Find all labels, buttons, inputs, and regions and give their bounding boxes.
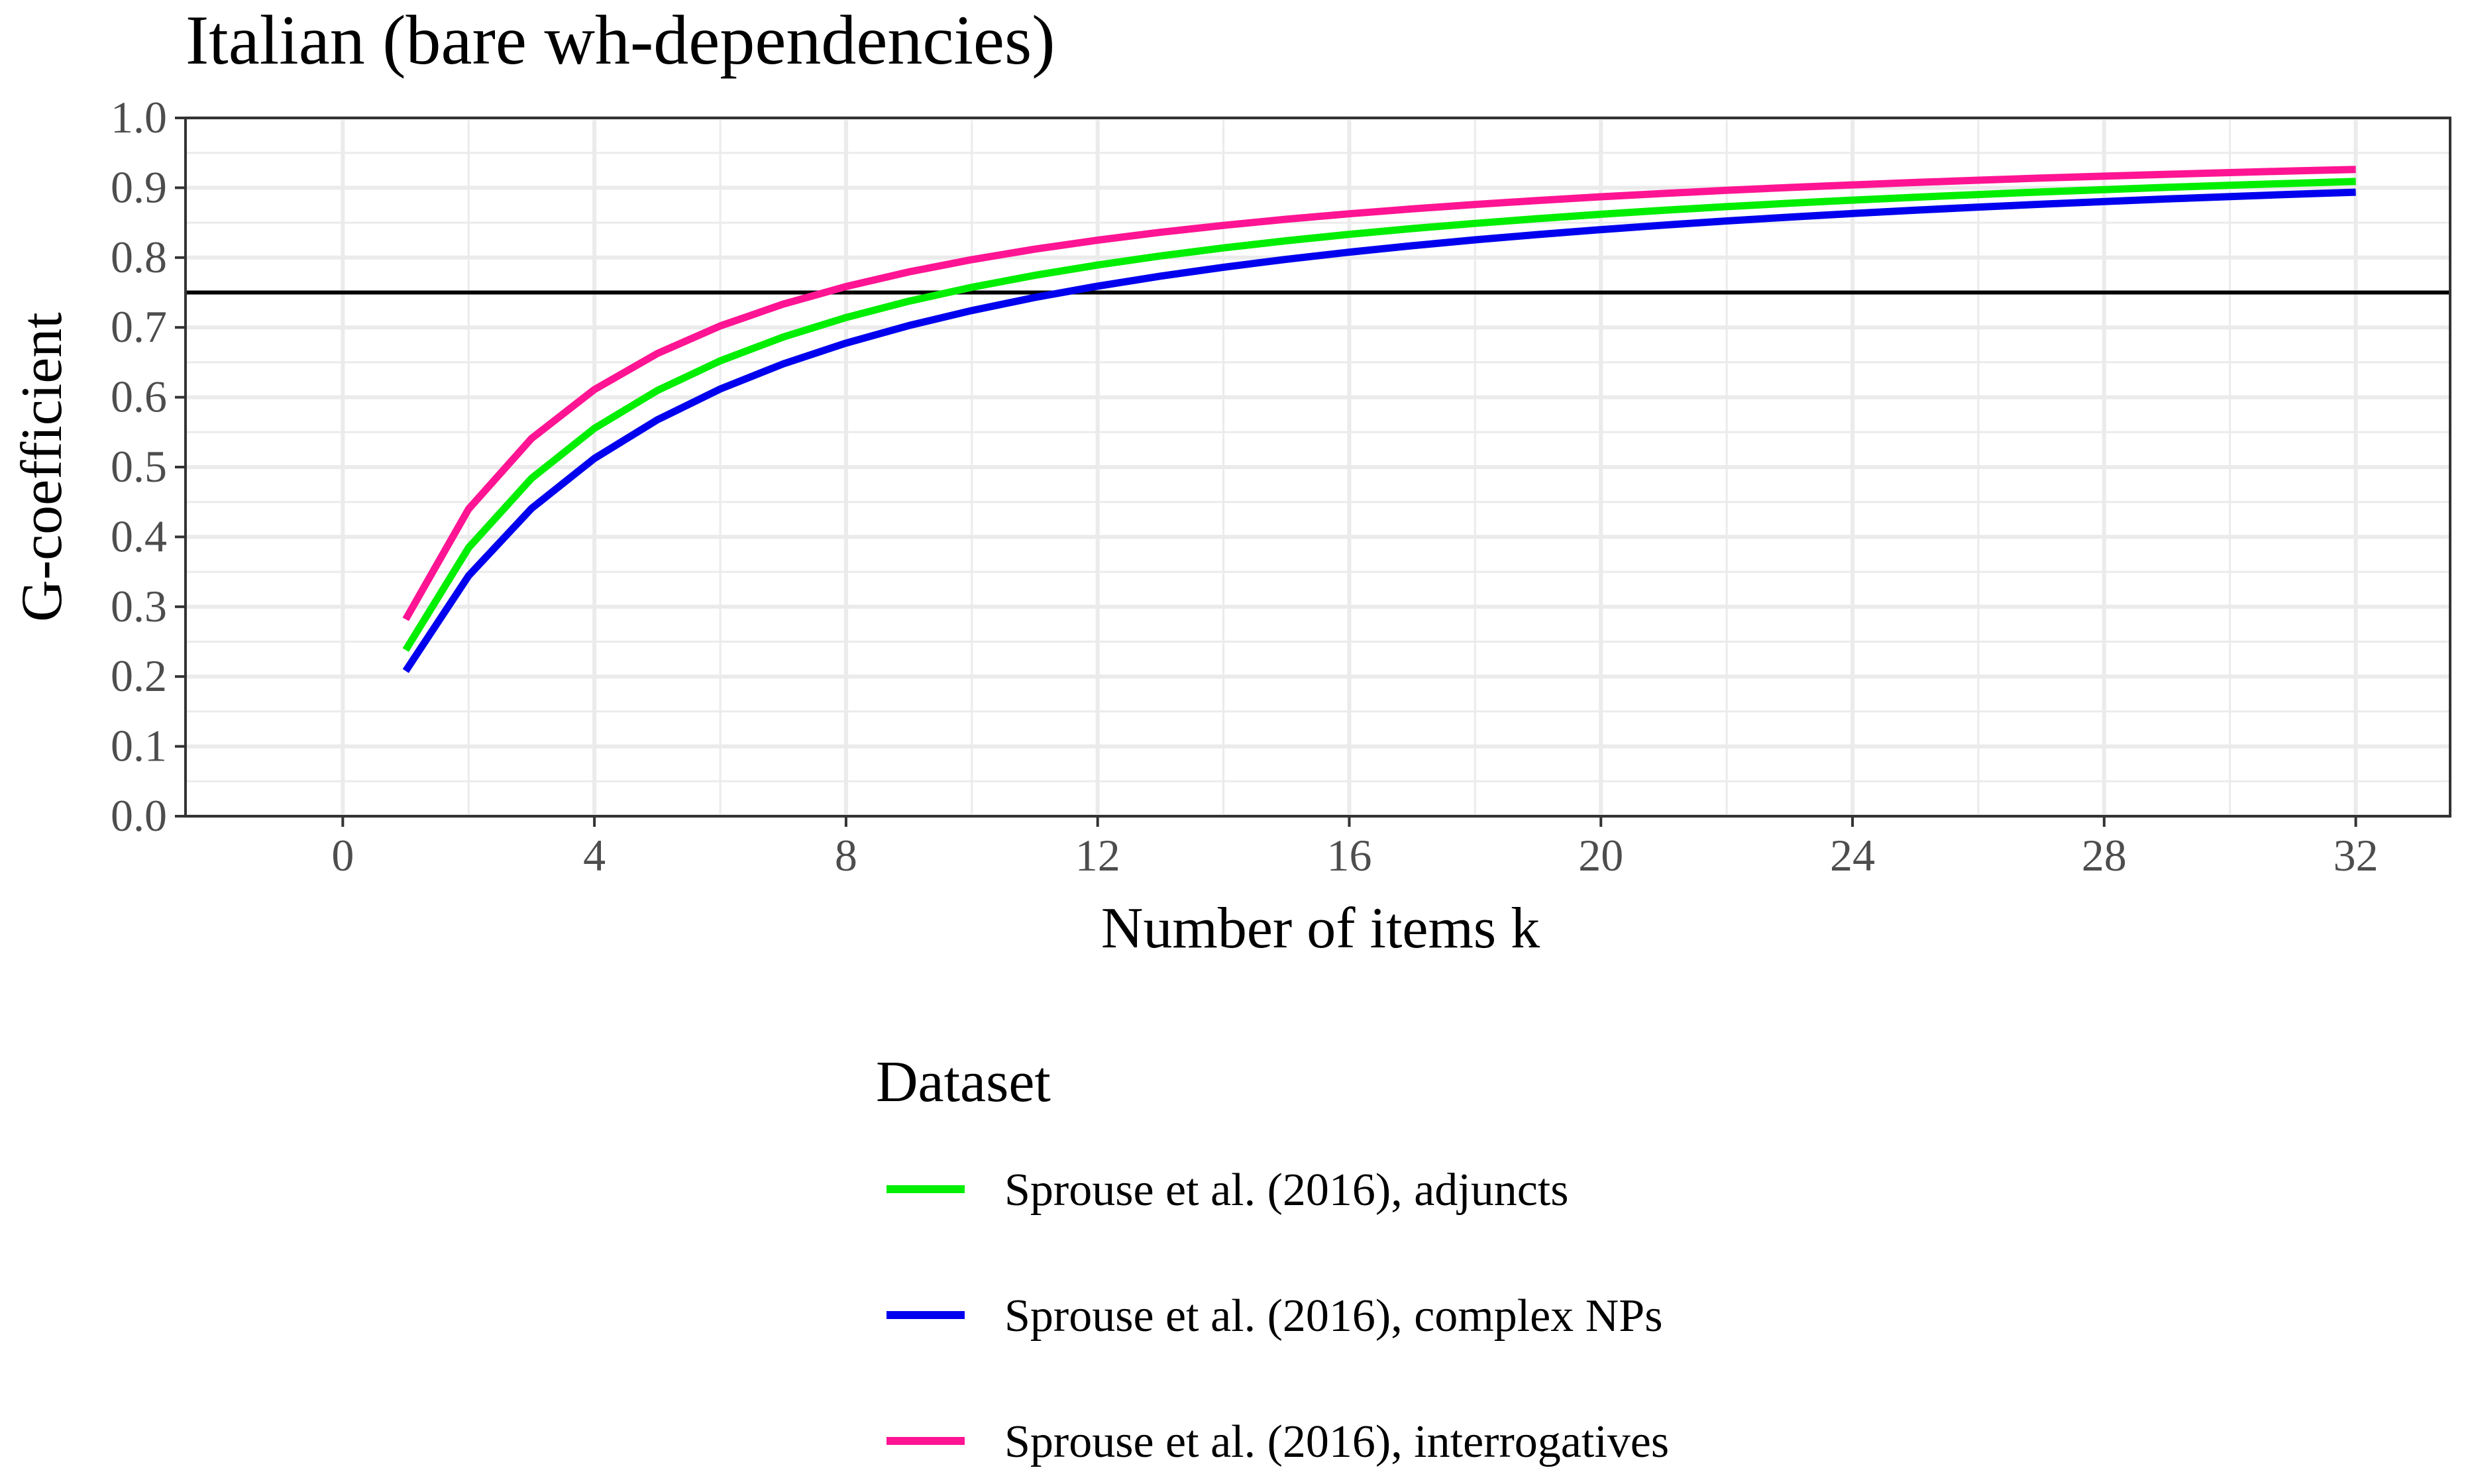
x-tick-label: 28 <box>2082 830 2127 880</box>
chart-title: Italian (bare wh-dependencies) <box>186 1 1055 79</box>
y-tick-label: 0.4 <box>111 511 167 561</box>
series-line-adjuncts <box>402 178 2356 652</box>
y-tick-label: 0.6 <box>111 372 167 422</box>
x-tick-label: 32 <box>2334 830 2379 880</box>
y-tick-label: 1.0 <box>111 92 167 142</box>
x-axis-ticks: 0 4 8 12 16 20 24 28 32 <box>331 816 2379 880</box>
x-tick-label: 20 <box>1578 830 1623 880</box>
legend-label-adjuncts: Sprouse et al. (2016), adjuncts <box>1004 1165 1568 1216</box>
x-tick-label: 8 <box>835 830 857 880</box>
series-line-interrogatives <box>402 166 2356 621</box>
y-tick-label: 0.0 <box>111 790 167 841</box>
y-tick-label: 0.5 <box>111 441 167 492</box>
legend-label-interrogatives: Sprouse et al. (2016), interrogatives <box>1004 1416 1669 1467</box>
y-tick-label: 0.7 <box>111 301 167 352</box>
y-tick-label: 0.2 <box>111 651 167 701</box>
legend: Dataset Sprouse et al. (2016), adjuncts S… <box>876 1050 1669 1467</box>
x-axis-label: Number of items k <box>1101 896 1540 961</box>
legend-label-complex-nps: Sprouse et al. (2016), complex NPs <box>1004 1291 1662 1342</box>
y-axis-ticks: 0.0 0.1 0.2 0.3 0.4 0.5 0.6 0.7 0.8 0.9 1.0 <box>111 92 186 841</box>
x-tick-label: 24 <box>1830 830 1875 880</box>
y-tick-label: 0.3 <box>111 581 167 631</box>
x-tick-label: 12 <box>1075 830 1120 880</box>
x-tick-label: 0 <box>331 830 354 880</box>
y-axis-label: G-coefficient <box>10 312 74 621</box>
series-line-complex-nps <box>402 188 2356 673</box>
y-tick-label: 0.1 <box>111 721 167 771</box>
y-tick-label: 0.8 <box>111 232 167 282</box>
grid-lines <box>186 116 2450 818</box>
y-tick-label: 0.9 <box>111 162 167 212</box>
x-tick-label: 16 <box>1326 830 1371 880</box>
legend-title: Dataset <box>876 1050 1051 1114</box>
series-lines <box>402 166 2356 673</box>
x-tick-label: 4 <box>583 830 606 880</box>
